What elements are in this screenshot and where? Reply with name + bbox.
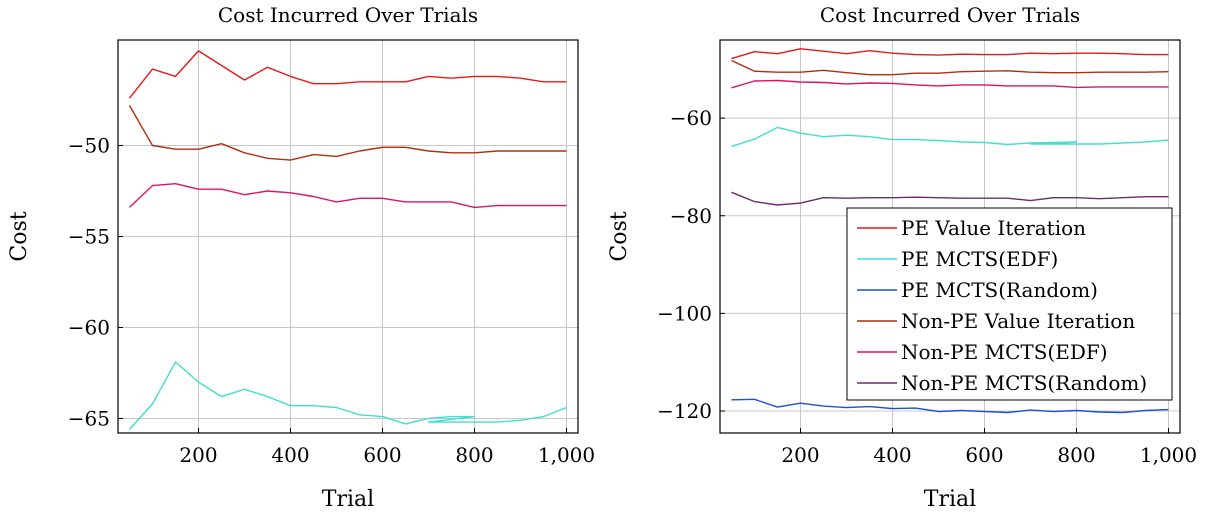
series-line-non-pe-mcts-random- <box>731 191 1169 206</box>
series-line-pe-mcts-random- <box>731 398 1169 414</box>
legend-entry: Non-PE MCTS(EDF) <box>901 340 1108 364</box>
x-axis-label: Trial <box>924 487 976 512</box>
series-line-non-pe-value-iteration <box>128 105 567 161</box>
legend-box <box>846 207 1173 401</box>
chart-title: Cost Incurred Over Trials <box>218 3 478 27</box>
series-line-pe-value-iteration <box>731 48 1169 60</box>
y-tick-label: −100 <box>657 301 712 325</box>
y-tick-label: −55 <box>68 225 110 249</box>
y-axis-label: Cost <box>607 211 632 261</box>
x-tick-label: 1,000 <box>1140 443 1197 467</box>
x-tick-label: 400 <box>873 443 911 467</box>
series-line-pe-mcts-edf- <box>128 361 567 430</box>
series-line-non-pe-mcts-edf- <box>129 182 567 209</box>
chart-2: 200 400 600 800 1,000 −60 −80 −100 −120 Cost Incu… <box>607 3 1197 512</box>
legend-entry: Non-PE MCTS(Random) <box>901 371 1147 395</box>
chart-1: 200 400 600 800 1,000 −50 −55 −60 −65 Cost Incurr… <box>7 3 595 512</box>
series-line-pe-mcts-edf- <box>731 126 1169 148</box>
x-tick-label: 1,000 <box>538 443 595 467</box>
x-tick-label: 600 <box>363 443 401 467</box>
series-line-non-pe-value-iteration <box>731 59 1169 76</box>
y-tick-label: −120 <box>657 399 712 423</box>
chart-title: Cost Incurred Over Trials <box>820 3 1080 27</box>
y-tick-label: −60 <box>670 106 712 130</box>
legend-entry: Non-PE Value Iteration <box>901 309 1135 333</box>
y-tick-label: −60 <box>68 315 110 339</box>
plot-frame <box>719 39 1181 434</box>
x-tick-label: 600 <box>965 443 1003 467</box>
y-tick-label: −50 <box>68 134 110 158</box>
y-tick-label: −65 <box>68 406 110 430</box>
x-tick-label: 400 <box>271 443 309 467</box>
x-tick-label: 800 <box>455 443 493 467</box>
x-axis-label: Trial <box>322 487 374 512</box>
y-axis-label: Cost <box>7 211 32 261</box>
x-tick-label: 200 <box>781 443 819 467</box>
series-line-pe-value-iteration <box>128 50 567 99</box>
y-tick-label: −80 <box>670 204 712 228</box>
x-tick-label: 800 <box>1057 443 1095 467</box>
legend-entry: PE Value Iteration <box>901 216 1086 240</box>
legend-entry: PE MCTS(Random) <box>901 278 1098 302</box>
legend-entry: PE MCTS(EDF) <box>901 247 1058 271</box>
series-line-non-pe-mcts-edf- <box>731 79 1169 89</box>
x-tick-label: 200 <box>179 443 217 467</box>
legend: PE Value Iteration PE MCTS(EDF) PE MCTS(Ra… <box>846 207 1173 401</box>
